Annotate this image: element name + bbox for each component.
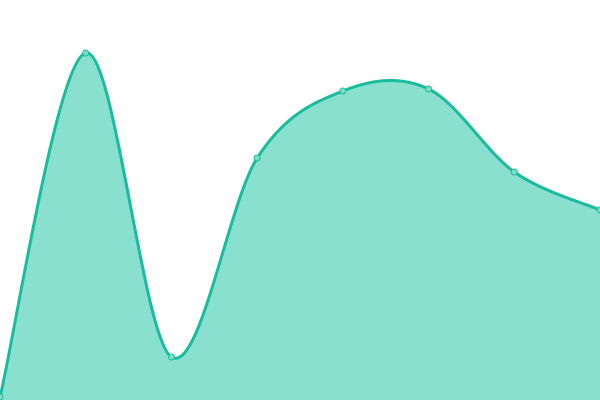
data-point bbox=[339, 87, 347, 95]
data-point bbox=[0, 393, 4, 400]
data-point bbox=[425, 85, 433, 93]
data-point bbox=[510, 168, 518, 176]
data-point bbox=[596, 206, 600, 214]
data-point bbox=[167, 353, 175, 361]
markers bbox=[0, 49, 600, 400]
series-line bbox=[0, 51, 600, 398]
area-fill bbox=[0, 52, 600, 400]
data-point bbox=[82, 49, 90, 57]
data-point bbox=[253, 154, 261, 162]
